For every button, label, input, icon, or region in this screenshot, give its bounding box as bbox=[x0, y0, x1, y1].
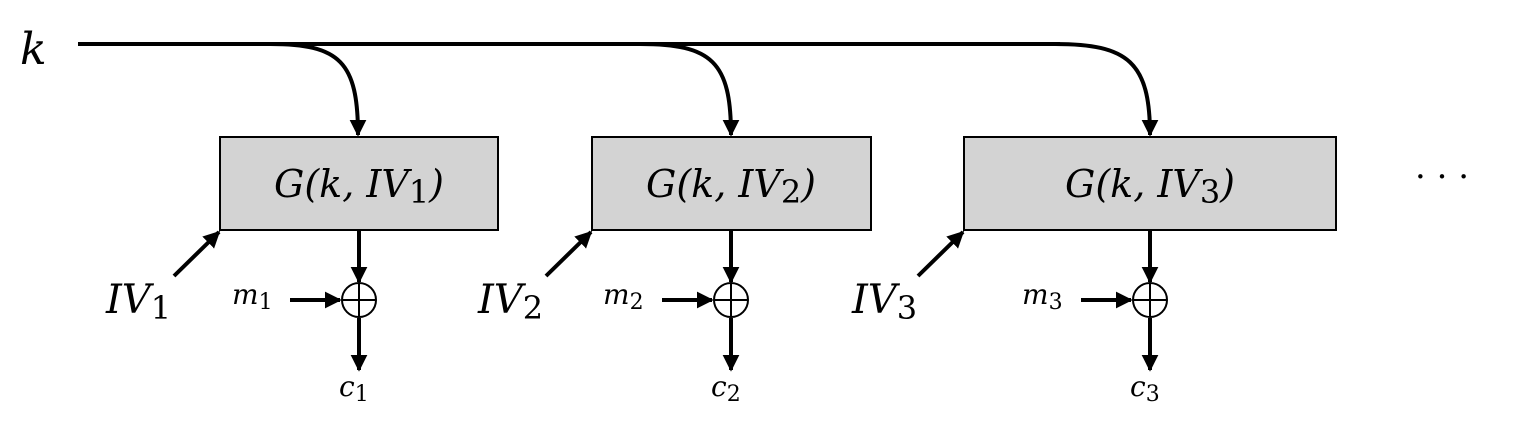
message-label: m1 bbox=[232, 278, 273, 315]
generator-box bbox=[963, 136, 1337, 231]
block-3: G(k, IV3) IV3 m3 c3 bbox=[851, 136, 1337, 407]
generator-box bbox=[591, 136, 872, 231]
key-branch-1 bbox=[269, 42, 367, 137]
xor-icon bbox=[713, 282, 749, 318]
key-branch-2 bbox=[639, 42, 740, 137]
block-1: G(k, IV1) IV1 m1 c1 bbox=[105, 136, 499, 407]
iv-label: IV2 bbox=[477, 277, 543, 327]
generator-label: G(k, IV3) bbox=[1065, 162, 1235, 211]
key-branch-3 bbox=[1054, 42, 1159, 137]
generator-label: G(k, IV2) bbox=[646, 162, 816, 211]
xor-icon bbox=[1132, 282, 1168, 318]
continuation-ellipsis: · · · bbox=[1415, 157, 1469, 197]
xor-icon bbox=[341, 282, 377, 318]
message-label: m2 bbox=[603, 278, 644, 315]
message-label: m3 bbox=[1022, 278, 1063, 315]
iv-label: IV3 bbox=[851, 277, 917, 327]
ciphertext-label: c3 bbox=[1130, 370, 1160, 407]
block-2: G(k, IV2) IV2 m2 c2 bbox=[477, 136, 872, 407]
iv-label: IV1 bbox=[105, 277, 171, 327]
ciphertext-label: c2 bbox=[711, 370, 741, 407]
iv-arrow bbox=[544, 230, 593, 278]
iv-arrow bbox=[172, 230, 221, 278]
generator-label: G(k, IV1) bbox=[274, 162, 444, 211]
ciphertext-label: c1 bbox=[339, 370, 369, 407]
key-label: k bbox=[20, 24, 47, 75]
iv-arrow bbox=[916, 230, 965, 278]
